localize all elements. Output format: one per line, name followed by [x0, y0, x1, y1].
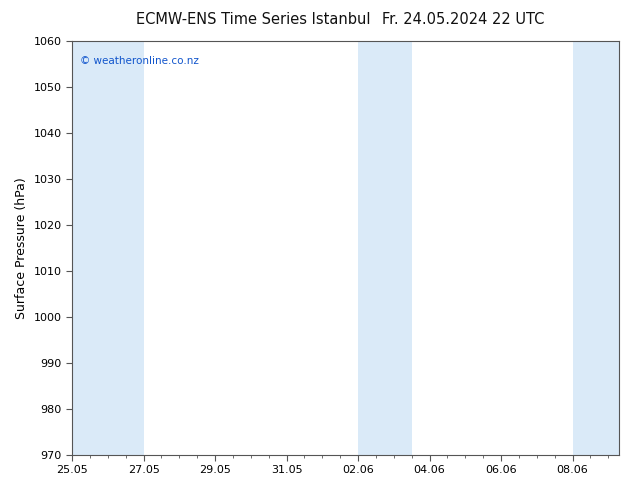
Text: ECMW-ENS Time Series Istanbul: ECMW-ENS Time Series Istanbul	[136, 12, 371, 27]
Y-axis label: Surface Pressure (hPa): Surface Pressure (hPa)	[15, 177, 28, 318]
Text: Fr. 24.05.2024 22 UTC: Fr. 24.05.2024 22 UTC	[382, 12, 544, 27]
Bar	[358, 41, 411, 455]
Text: © weatheronline.co.nz: © weatheronline.co.nz	[81, 55, 199, 66]
Bar	[573, 41, 619, 455]
Bar	[72, 41, 143, 455]
